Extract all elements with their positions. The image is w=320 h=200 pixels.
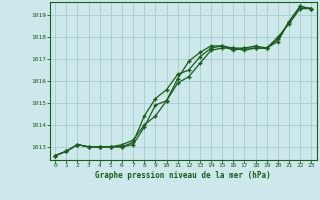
X-axis label: Graphe pression niveau de la mer (hPa): Graphe pression niveau de la mer (hPa) bbox=[95, 171, 271, 180]
